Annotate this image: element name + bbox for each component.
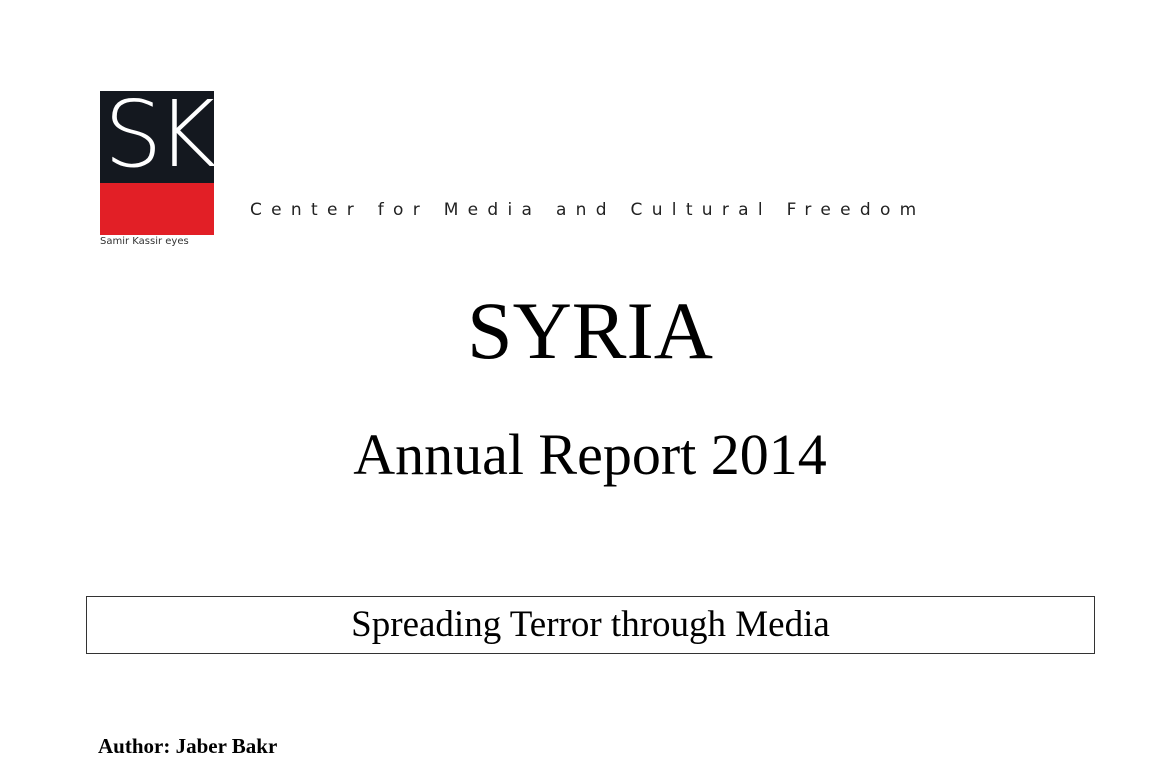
logo-dark-panel: SK <box>100 85 217 185</box>
report-subtitle: Annual Report 2014 <box>353 422 827 487</box>
logo-letters: SK <box>104 81 217 188</box>
skeyes-logo: SK eyes Samir Kassir eyes <box>100 85 217 323</box>
tagline: Center for Media and Cultural Freedom <box>250 200 926 220</box>
boxed-title: Spreading Terror through Media <box>86 596 1095 654</box>
logo-caption: Samir Kassir eyes <box>100 236 189 247</box>
logo-word: eyes <box>111 277 205 323</box>
page-title: SYRIA <box>466 285 714 376</box>
logo-red-panel: eyes <box>100 183 214 323</box>
author-line: Author: Jaber Bakr <box>98 734 278 758</box>
